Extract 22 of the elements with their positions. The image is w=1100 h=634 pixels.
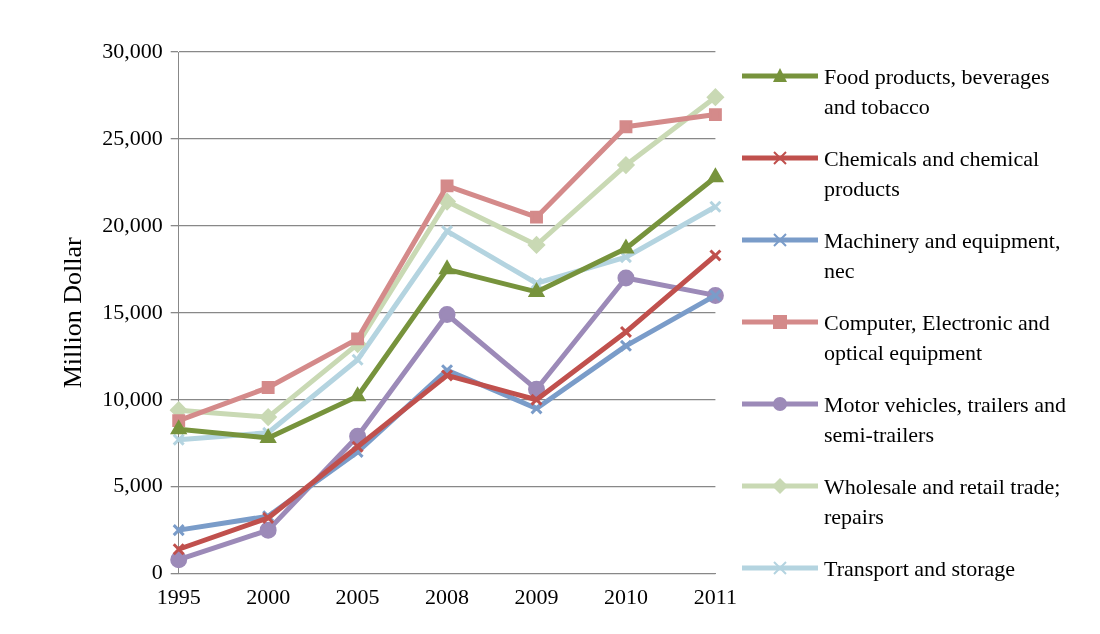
y-tick-label: 20,000: [102, 211, 163, 237]
x-tick-label: 2010: [603, 583, 648, 609]
y-tick-label: 10,000: [102, 385, 163, 411]
x-tick-label: 2009: [514, 583, 559, 609]
legend-label: Transport and storage: [824, 555, 1016, 583]
y-tick-label: 0: [151, 559, 163, 585]
y-tick-label: 15,000: [102, 298, 163, 324]
legend-label: Chemicals and chemical products: [824, 145, 1041, 203]
x-tick-label: 2000: [246, 583, 291, 609]
x-tick-label: 2005: [335, 583, 380, 609]
x-tick-label: 2008: [425, 583, 470, 609]
legend-label: Food products, beverages and tobacco: [824, 63, 1051, 121]
legend-label: Machinery and equipment, nec: [824, 227, 1062, 285]
y-tick-label: 25,000: [102, 124, 163, 150]
legend-label: Motor vehicles, trailers and semi-trailers: [824, 391, 1067, 449]
y-axis-title: Million Dollar: [58, 236, 88, 389]
x-tick-label: 2011: [693, 583, 737, 609]
legend-label: Wholesale and retail trade; repairs: [824, 473, 1062, 531]
x-tick-label: 1995: [156, 583, 201, 609]
legend-label: Computer, Electronic and optical equipment: [824, 309, 1051, 367]
y-tick-label: 5,000: [113, 472, 163, 498]
y-tick-label: 30,000: [102, 37, 163, 63]
